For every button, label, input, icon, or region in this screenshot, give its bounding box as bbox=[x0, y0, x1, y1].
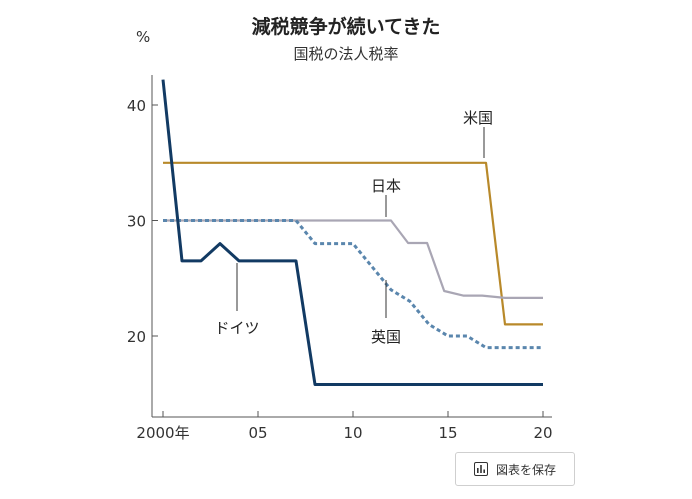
x-tick-label: 20 bbox=[533, 424, 552, 442]
x-tick-label: 10 bbox=[343, 424, 362, 442]
series-line-ドイツ bbox=[161, 79, 543, 386]
series-label: 米国 bbox=[463, 109, 493, 127]
x-tick-label: 2000年 bbox=[136, 424, 189, 442]
series-label: 日本 bbox=[371, 177, 401, 195]
chart-title: 減税競争が続いてきた bbox=[251, 16, 441, 38]
series-label: ドイツ bbox=[214, 319, 259, 337]
series-label: 英国 bbox=[371, 328, 401, 346]
y-tick-label: 20 bbox=[127, 328, 146, 346]
series-line-米国 bbox=[163, 161, 543, 326]
y-tick-label: 30 bbox=[127, 213, 146, 231]
save-chart-button[interactable]: 図表を保存 bbox=[455, 452, 575, 486]
bar-chart-icon bbox=[473, 462, 488, 476]
y-unit-label: % bbox=[136, 28, 150, 46]
series-line-英国 bbox=[163, 219, 543, 350]
chart-subtitle: 国税の法人税率 bbox=[293, 45, 399, 63]
y-tick-label: 40 bbox=[127, 97, 146, 115]
x-tick-label: 05 bbox=[248, 424, 267, 442]
save-button-label: 図表を保存 bbox=[495, 462, 556, 477]
series-line-日本 bbox=[163, 219, 543, 299]
x-tick-label: 15 bbox=[438, 424, 457, 442]
